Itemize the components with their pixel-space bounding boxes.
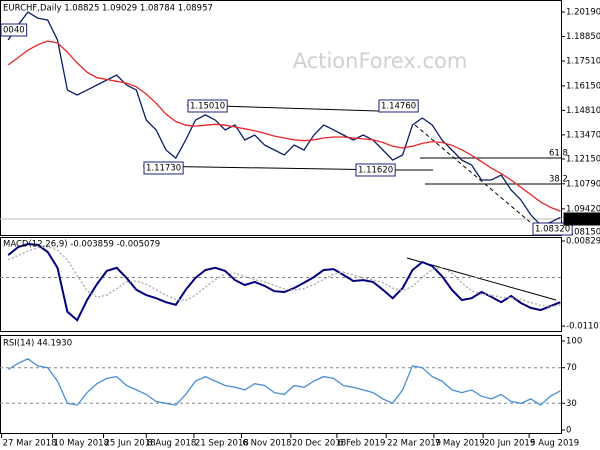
y-tick-label: 1.18850 [566,32,600,42]
annotation-box [187,99,228,113]
macd-panel [0,237,562,332]
price-panel [0,0,562,236]
series-line [7,242,561,322]
x-tick-label: 22 Mar 2019 [387,439,441,449]
y-tick-label: 1.14810 [566,106,600,116]
y-tick-label: 1.08150 [566,228,600,238]
y-tick-label: 1.16150 [566,81,600,91]
annotation-box [355,163,396,177]
annotation: 1.11730 [146,164,181,174]
lower-trendline [142,165,391,171]
x-tick-label: 21 Sep 2018 [195,439,249,449]
y-tick-label: 0 [566,426,571,436]
y-tick-label: 70 [566,363,577,373]
y-tick-label: 1.12150 [566,154,600,164]
annotation: 1.11620 [358,166,393,176]
x-tick-label: 20 Jun 2019 [484,439,535,449]
y-tick-label: 1.10790 [566,179,600,189]
y-tick-label: 1.17510 [566,57,600,67]
x-tick-label: 6 Feb 2019 [338,439,386,449]
series-line [7,358,561,406]
annotation: 1.14760 [381,102,416,112]
annotation: 61.8 [549,149,568,159]
series-line [7,11,561,226]
series-line [7,40,561,212]
x-tick-label: 25 Jun 2018 [105,439,156,449]
y-tick-label: 1.20190 [566,8,600,18]
y-tick-label: 30 [566,399,577,409]
annotation: 1.15010 [190,102,225,112]
y-tick-label: 0.008292 [566,236,600,246]
annotation-box [0,23,28,37]
x-tick-label: 8 Aug 2018 [147,439,196,449]
panel-title: RSI(14) 44.1930 [3,339,72,349]
x-tick-label: 10 May 2018 [54,439,109,449]
x-tick-label: 7 May 2019 [435,439,485,449]
y-tick-label: 1.13470 [566,130,600,140]
x-tick-label: 27 Mar 2018 [3,439,57,449]
annotation: 38.2 [549,175,568,185]
y-tick-label: 100 [566,337,582,347]
watermark: ActionForex.com [293,49,468,73]
annotation: 0040 [3,26,25,36]
annotation: 1.08957 [566,215,600,225]
annotation-box [378,99,419,113]
x-tick-label: 20 Dec 2018 [292,439,346,449]
x-tick-label: 5 Aug 2019 [530,439,579,449]
y-tick-label: 1.09420 [566,204,600,214]
series-line [7,246,561,308]
y-tick-label: -0.011015 [566,322,600,332]
panel-title: MACD(12,26,9) -0.003859 -0.005079 [3,240,160,250]
panel-title: EURCHF,Daily 1.08825 1.09029 1.08784 1.0… [3,4,213,14]
x-tick-label: 6 Nov 2018 [243,439,292,449]
annotation-box [532,222,573,236]
annotation-box [563,212,600,226]
annotation-box [143,161,184,175]
annotation: 1.08320 [535,225,570,235]
rsi-panel [0,335,562,434]
